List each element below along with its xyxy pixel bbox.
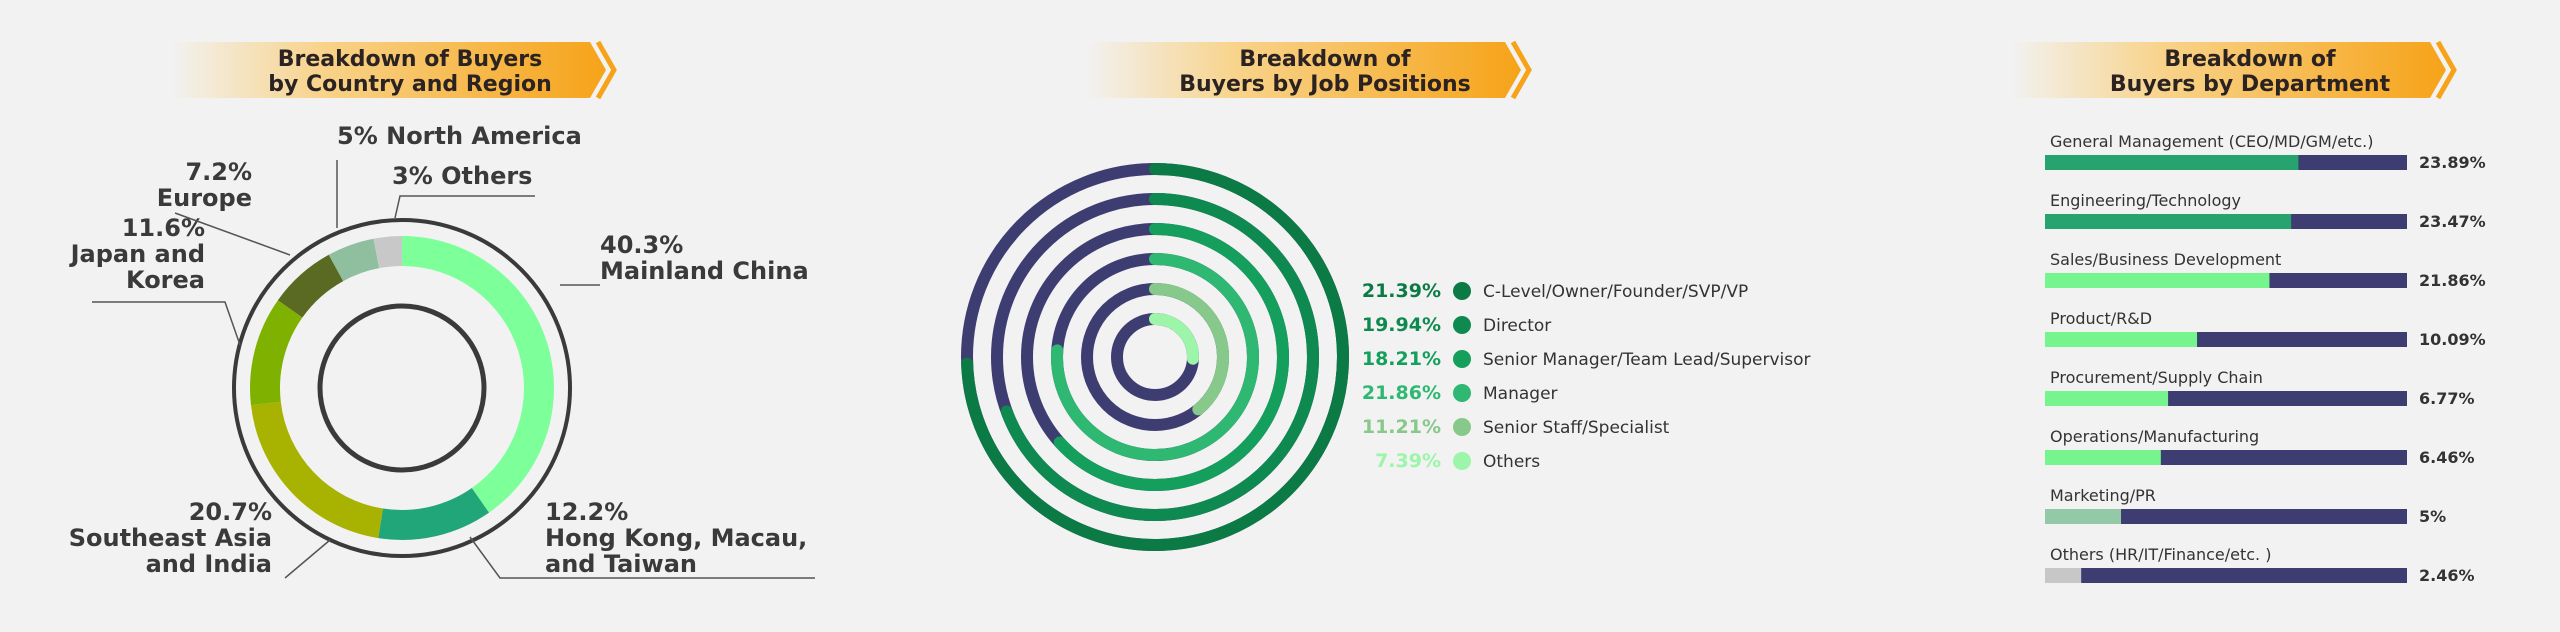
- bar-value-label: 5%: [2419, 507, 2446, 526]
- bar-value-label: 6.77%: [2419, 389, 2475, 408]
- donut-slice: [250, 401, 383, 539]
- bar-category-label: Sales/Business Development: [2050, 250, 2281, 269]
- legend-label: Others: [1483, 452, 1540, 472]
- legend-dot: [1453, 316, 1471, 334]
- slice-name-label: Korea: [126, 266, 205, 294]
- title-banner-bg: [170, 42, 606, 98]
- slice-name-label: Europe: [157, 184, 252, 212]
- legend-dot: [1453, 282, 1471, 300]
- donut-slice: [378, 488, 490, 540]
- bar-category-label: Product/R&D: [2050, 309, 2152, 328]
- bar-value-label: 10.09%: [2419, 330, 2486, 349]
- legend-label: Director: [1483, 316, 1551, 336]
- slice-label: 3% Others: [392, 162, 532, 190]
- chevron-right-icon: [2435, 40, 2457, 100]
- bar-fill: [2045, 450, 2161, 465]
- donut-slice: [277, 254, 344, 318]
- bar-fill: [2045, 273, 2270, 288]
- bar-value-label: 21.86%: [2419, 271, 2486, 290]
- legend-label: C-Level/Owner/Founder/SVP/VP: [1483, 282, 1748, 302]
- bar-category-label: Operations/Manufacturing: [2050, 427, 2259, 446]
- slice-pct-label: 11.6%: [122, 214, 205, 242]
- leader-line: [469, 536, 815, 579]
- legend-pct: 21.86%: [1362, 382, 1441, 404]
- bar-value-label: 23.47%: [2419, 212, 2486, 231]
- legend-dot: [1453, 384, 1471, 402]
- chevron-right-icon: [1510, 40, 1532, 100]
- radial-bar: [1053, 223, 1289, 491]
- donut-slice: [328, 238, 380, 282]
- chart-title-line-2: Buyers by Department: [2110, 72, 2391, 97]
- leader-line: [174, 212, 291, 256]
- legend-label: Senior Staff/Specialist: [1483, 418, 1670, 438]
- slice-name-label: Mainland China: [600, 257, 809, 285]
- legend-pct: 7.39%: [1375, 450, 1441, 472]
- bar-value-label: 6.46%: [2419, 448, 2475, 467]
- legend-pct: 18.21%: [1362, 348, 1441, 370]
- donut-slice: [250, 300, 303, 406]
- slice-name-label: and India: [146, 550, 272, 578]
- leader-line: [394, 195, 535, 219]
- title-banner-bg: [1085, 42, 1521, 98]
- bar-track: [2045, 509, 2407, 524]
- legend-label: Senior Manager/Team Lead/Supervisor: [1483, 350, 1811, 370]
- slice-name-label: Southeast Asia: [69, 524, 272, 552]
- bar-value-label: 23.89%: [2419, 153, 2486, 172]
- slice-pct-label: 20.7%: [189, 498, 272, 526]
- chevron-right-icon: [595, 40, 617, 100]
- inner-ring: [317, 303, 487, 473]
- bar-track: [2045, 568, 2407, 583]
- radial-bar: [1051, 253, 1259, 461]
- radial-bar: [1149, 313, 1199, 365]
- outer-ring: [232, 218, 572, 558]
- chart-title-line-1: Breakdown of Buyers: [278, 47, 543, 72]
- radial-bar: [1149, 283, 1229, 416]
- donut-slice: [402, 236, 554, 513]
- legend-dot: [1453, 452, 1471, 470]
- bar-fill: [2045, 391, 2169, 406]
- bar-fill: [2045, 214, 2292, 229]
- bar-category-label: Procurement/Supply Chain: [2050, 368, 2263, 387]
- chart-title-line-2: by Country and Region: [268, 72, 552, 97]
- legend-pct: 19.94%: [1362, 314, 1441, 336]
- leader-line: [284, 539, 331, 579]
- bar-category-label: Others (HR/IT/Finance/etc. ): [2050, 545, 2271, 564]
- chart-title-line-1: Breakdown of: [2164, 47, 2336, 72]
- chart-title-line-1: Breakdown of: [1239, 47, 1411, 72]
- bar-fill: [2045, 509, 2122, 524]
- slice-pct-label: 40.3%: [600, 231, 683, 259]
- bar-fill: [2045, 568, 2082, 583]
- slice-name-label: and Taiwan: [545, 550, 697, 578]
- radial-bar: [1000, 193, 1319, 521]
- bar-fill: [2045, 332, 2198, 347]
- title-banner-bg: [2010, 42, 2446, 98]
- legend-pct: 11.21%: [1362, 416, 1441, 438]
- slice-name-label: Japan and: [69, 240, 205, 268]
- bar-category-label: Engineering/Technology: [2050, 191, 2241, 210]
- slice-pct-label: 7.2%: [185, 158, 252, 186]
- radial-bar: [961, 163, 1349, 551]
- legend-label: Manager: [1483, 384, 1558, 404]
- slice-name-label: Hong Kong, Macau,: [545, 524, 807, 552]
- slice-pct-label: 12.2%: [545, 498, 628, 526]
- legend-dot: [1453, 350, 1471, 368]
- bar-value-label: 2.46%: [2419, 566, 2475, 585]
- legend-dot: [1453, 418, 1471, 436]
- bar-category-label: Marketing/PR: [2050, 486, 2156, 505]
- donut-slice: [373, 236, 402, 269]
- slice-label: 5% North America: [337, 122, 582, 150]
- bar-category-label: General Management (CEO/MD/GM/etc.): [2050, 132, 2373, 151]
- chart-title-line-2: Buyers by Job Positions: [1179, 72, 1471, 97]
- leader-line: [92, 301, 241, 346]
- legend-pct: 21.39%: [1362, 280, 1441, 302]
- bar-fill: [2045, 155, 2299, 170]
